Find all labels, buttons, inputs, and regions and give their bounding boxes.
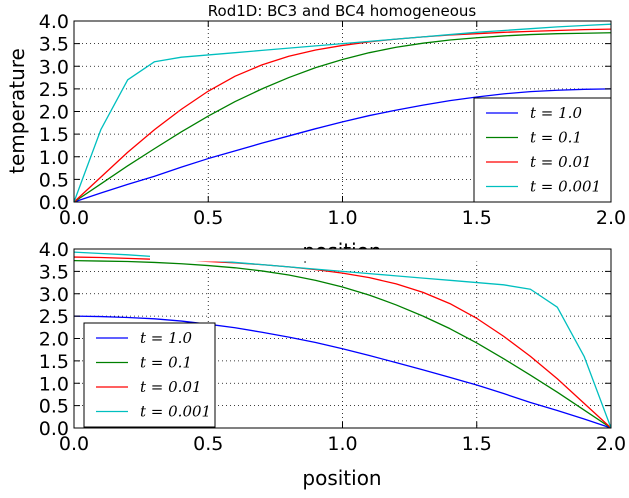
x-tick-label: 0.0: [59, 433, 89, 455]
chart-panel-1: 0.0 0.5 1.0 1.5 2.00.00.51.01.52.02.53.03.54…: [5, 2, 626, 229]
y-tick-label: 2.0: [39, 102, 69, 124]
chart-title: Rod1D: BC3 and BC4 homogeneous: [208, 2, 477, 20]
legend: t = 1.0 t = 0.1 t = 0.01 t = 0.001: [83, 322, 216, 428]
y-tick-label: 0.5: [39, 169, 69, 191]
y-tick-label: 3.0: [39, 284, 69, 306]
y-tick-label: 1.5: [39, 124, 69, 146]
y-tick-label: 2.5: [39, 79, 69, 101]
y-tick-label: 3.0: [39, 56, 69, 78]
x-tick-label: 0.5: [193, 433, 223, 455]
legend-box: [83, 322, 216, 428]
y-tick-label: 2.5: [39, 306, 69, 328]
series-line-1: [73, 315, 612, 429]
y-tick-label: 4.0: [39, 239, 69, 261]
legend-box: [473, 97, 612, 203]
series-line-2: [73, 259, 612, 429]
y-axis-label: temperature: [5, 48, 29, 174]
x-tick-label: 1.5: [462, 207, 492, 229]
series-line-4: [73, 23, 612, 203]
y-tick-label: 4.0: [39, 11, 69, 33]
x-tick-label: 1.0: [327, 207, 357, 229]
legend-entry: t = 1.0: [530, 104, 582, 122]
legend-entry: t = 0.001: [530, 178, 601, 196]
chart-panel-2: 0.0 0.5 1.0 1.5 2.00.00.51.01.52.02.53.03.54…: [39, 239, 626, 490]
legend-entry: t = 0.1: [140, 354, 192, 372]
x-tick-label: 1.5: [462, 433, 492, 455]
x-tick-label: 2.0: [596, 433, 626, 455]
y-tick-label: 3.5: [39, 261, 69, 283]
y-tick-label: 1.5: [39, 351, 69, 373]
legend: t = 1.0 t = 0.1 t = 0.01 t = 0.001: [473, 97, 612, 203]
y-tick-label: 1.0: [39, 147, 69, 169]
legend-entry: t = 0.01: [140, 378, 202, 396]
lower-panel-overlap: [150, 249, 550, 262]
x-axis-label: position: [302, 466, 381, 490]
legend-entry: t = 1.0: [140, 329, 192, 347]
series-line-3: [73, 28, 612, 203]
y-tick-label: 1.0: [39, 373, 69, 395]
x-tick-label: 0.0: [59, 207, 89, 229]
y-tick-label: 0.0: [39, 192, 69, 214]
series-line-1: [73, 88, 612, 203]
x-tick-label: 2.0: [596, 207, 626, 229]
legend-entry: t = 0.01: [530, 153, 592, 171]
x-tick-label: 0.5: [193, 207, 223, 229]
legend-entry: t = 0.001: [140, 403, 211, 421]
series-line-2: [73, 32, 612, 203]
y-tick-label: 0.5: [39, 396, 69, 418]
y-tick-label: 3.5: [39, 34, 69, 56]
y-tick-label: 2.0: [39, 329, 69, 351]
y-tick-label: 0.0: [39, 418, 69, 440]
x-tick-label: 1.0: [327, 433, 357, 455]
legend-entry: t = 0.1: [530, 129, 582, 147]
